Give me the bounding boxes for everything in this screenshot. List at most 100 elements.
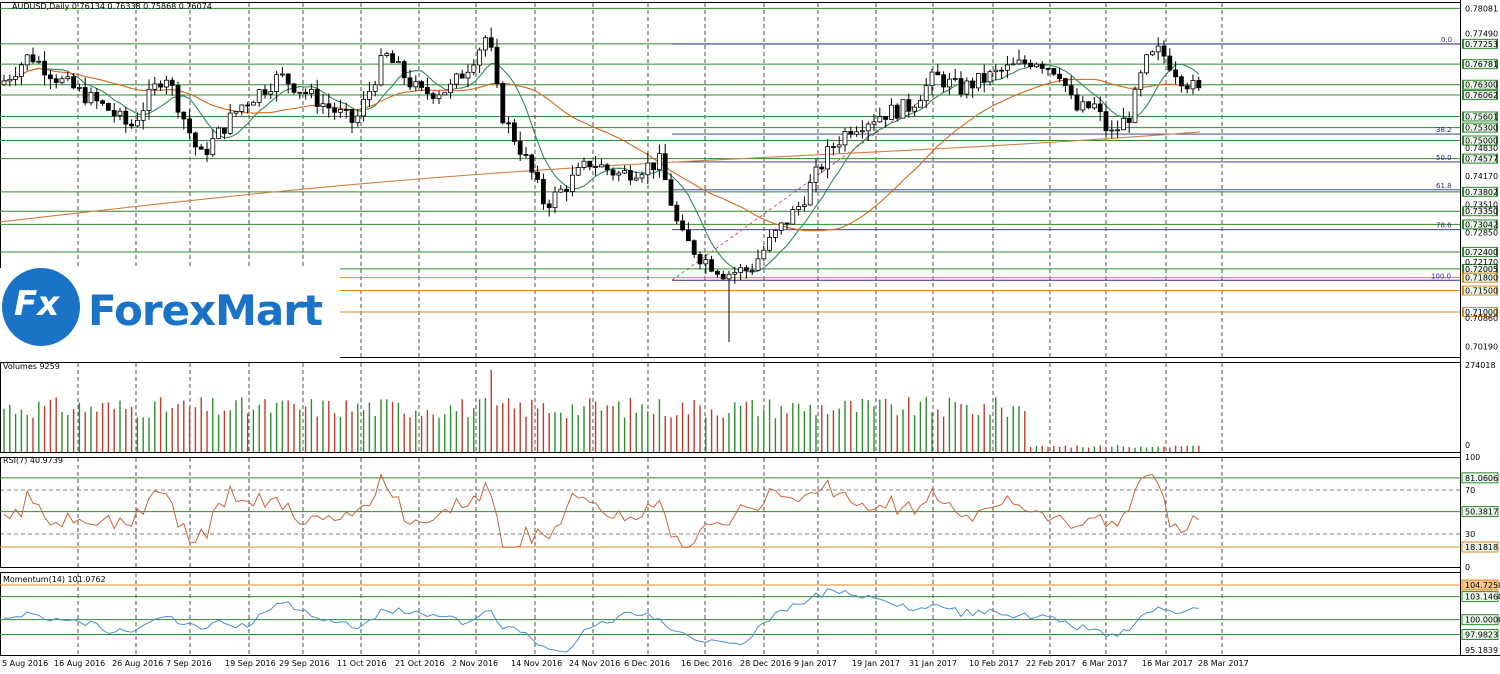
price-level-label: 0.73350 [1465, 207, 1498, 216]
momentum-level-label: 100.0000 [1465, 616, 1500, 625]
candle-bull [1005, 64, 1010, 71]
candle-bull [210, 138, 216, 155]
fib-ratio-label: 50.0 [1436, 154, 1452, 162]
candle-bull [877, 116, 883, 123]
price-axis-label: 0.74830 [1465, 144, 1498, 153]
time-tick-label: 21 Oct 2016 [395, 659, 444, 668]
candle-bull [871, 121, 877, 125]
candle-bear [401, 61, 407, 79]
time-tick-label: 6 Dec 2016 [624, 659, 670, 668]
candle-bear [720, 273, 726, 280]
price-level-tag-bg [1464, 207, 1496, 216]
price-axis-label: 0.73510 [1465, 200, 1498, 209]
candle-bull [250, 101, 256, 106]
candle-bull [918, 100, 923, 108]
momentum-line [3, 588, 1199, 653]
rsi-level-label: 18.1818 [1465, 543, 1498, 552]
candle-bull [279, 73, 285, 76]
candle-bear [1103, 111, 1109, 132]
candle-bull [854, 131, 859, 135]
time-tick-label: 16 Mar 2017 [1142, 659, 1193, 668]
candle-bull [465, 71, 471, 79]
candle-bull [361, 98, 367, 117]
candle-bear [784, 222, 790, 225]
candle-bull [570, 174, 575, 192]
candle-bull [761, 249, 767, 260]
price-level-label: 0.75300 [1465, 124, 1498, 133]
rsi-line [3, 473, 1200, 548]
time-tick-label: 7 Sep 2016 [166, 659, 212, 668]
candle-bear [187, 118, 193, 134]
candle-bull [1144, 54, 1149, 74]
candle-bear [459, 73, 465, 79]
candle-bear [628, 170, 633, 181]
candle-bear [1063, 78, 1068, 86]
candle-bull [378, 55, 384, 86]
candle-bear [715, 270, 720, 275]
fib-ratio-label: 61.8 [1436, 182, 1452, 190]
candle-bear [192, 132, 198, 148]
rsi-level-label: 50.3817 [1465, 508, 1498, 517]
candle-bull [1155, 45, 1161, 53]
candle-bull [581, 160, 587, 168]
candle-bull [152, 83, 158, 90]
candle-bull [813, 166, 819, 183]
time-tick-label: 19 Sep 2016 [225, 659, 276, 668]
candle-bear [326, 103, 332, 109]
candle-bear [94, 92, 100, 102]
candle-bull [633, 177, 639, 181]
candle-bull [599, 164, 604, 168]
candle-bull [117, 110, 123, 116]
candle-bull [1109, 129, 1115, 132]
time-tick-label: 26 Aug 2016 [112, 659, 163, 668]
candle-bear [488, 37, 494, 48]
candle-bear [819, 166, 825, 170]
volume-title: Volumes 9259 [3, 362, 60, 371]
candle-bull [482, 37, 488, 51]
candle-bull [239, 104, 245, 112]
candle-bear [593, 166, 598, 168]
momentum-level-tag [1461, 628, 1499, 640]
candle-bear [303, 91, 309, 95]
candle-bull [163, 79, 169, 88]
candle-bear [169, 79, 175, 86]
candle-bull [453, 73, 459, 85]
candle-bear [1184, 85, 1190, 90]
candle-bear [1039, 63, 1045, 69]
candle-bull [773, 230, 778, 238]
price-level-tag-bg [1464, 273, 1496, 282]
candle-bear [883, 116, 888, 120]
candle-bull [987, 71, 993, 83]
candle-bear [1179, 76, 1184, 87]
candle-bear [262, 89, 268, 95]
time-tick-label: 5 Aug 2016 [2, 659, 48, 668]
candle-bear [1028, 62, 1033, 68]
candle-bull [825, 146, 830, 170]
time-tick-label: 28 Dec 2016 [740, 659, 791, 668]
candle-bull [216, 127, 222, 139]
candle-bear [1167, 55, 1173, 71]
candle-bull [749, 269, 755, 272]
candle-bear [332, 107, 338, 113]
price-level-tag-bg [1464, 187, 1496, 196]
candle-bull [1016, 59, 1022, 65]
price-level-tag-bg [1464, 136, 1496, 145]
price-level-label: 0.78081 [1465, 4, 1498, 13]
candle-bull [767, 237, 772, 251]
candle-bear [111, 109, 117, 116]
candle-bull [807, 182, 813, 206]
candle-bear [674, 204, 680, 222]
candle-bear [100, 100, 105, 104]
candle-bear [204, 148, 210, 155]
price-level-label: 0.73802 [1465, 188, 1498, 197]
candle-bull [639, 174, 645, 179]
candle-bear [82, 87, 88, 104]
candle-bear [245, 104, 251, 107]
time-tick-label: 6 Mar 2017 [1082, 659, 1128, 668]
time-tick-label: 10 Feb 2017 [969, 659, 1019, 668]
candle-bear [419, 81, 425, 88]
ma-fast-line [3, 62, 1200, 273]
candle-bear [424, 87, 430, 95]
price-level-label: 0.76300 [1465, 81, 1498, 90]
